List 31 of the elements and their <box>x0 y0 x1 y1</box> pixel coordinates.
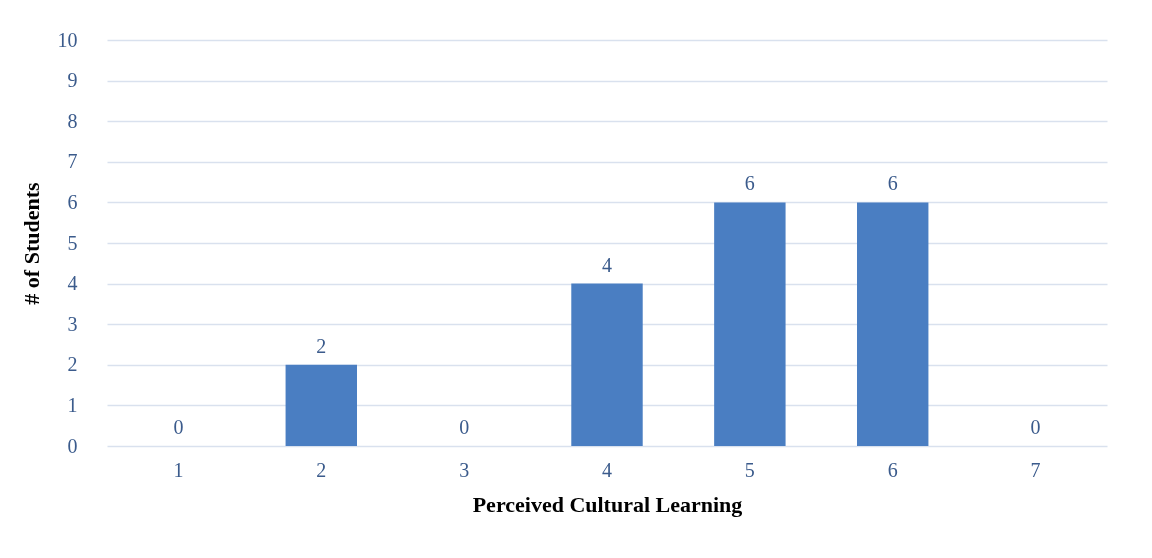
x-tick-label: 4 <box>602 458 612 481</box>
x-tick-label: 3 <box>459 458 470 481</box>
y-tick-label: 4 <box>67 272 78 295</box>
x-axis-title: Perceived Cultural Learning <box>472 491 743 517</box>
y-tick-label: 3 <box>67 312 78 335</box>
bar <box>285 364 357 446</box>
data-label: 0 <box>459 416 470 438</box>
bar <box>857 202 929 446</box>
data-label: 2 <box>316 334 327 357</box>
y-tick-label: 5 <box>67 231 78 254</box>
y-tick-label: 2 <box>67 353 78 376</box>
data-label: 0 <box>1030 416 1041 438</box>
data-label: 4 <box>602 253 612 276</box>
bar <box>571 283 643 446</box>
y-axis-title: # of Students <box>18 181 44 305</box>
y-tick-label: 1 <box>67 393 78 416</box>
data-label: 0 <box>173 416 184 438</box>
y-tick-label: 6 <box>67 190 78 213</box>
x-tick-label: 5 <box>744 458 755 481</box>
x-tick-label: 6 <box>887 458 898 481</box>
y-tick-label: 7 <box>67 150 78 173</box>
data-label: 6 <box>744 172 755 195</box>
x-tick-label: 2 <box>316 458 327 481</box>
y-tick-label: 10 <box>57 28 78 51</box>
y-tick-label: 8 <box>67 109 78 132</box>
bar <box>714 202 786 446</box>
data-label: 6 <box>887 172 898 195</box>
y-tick-label: 9 <box>67 69 78 92</box>
x-tick-label: 1 <box>173 458 184 481</box>
y-tick-label: 0 <box>67 434 78 457</box>
x-tick-label: 7 <box>1030 458 1041 481</box>
